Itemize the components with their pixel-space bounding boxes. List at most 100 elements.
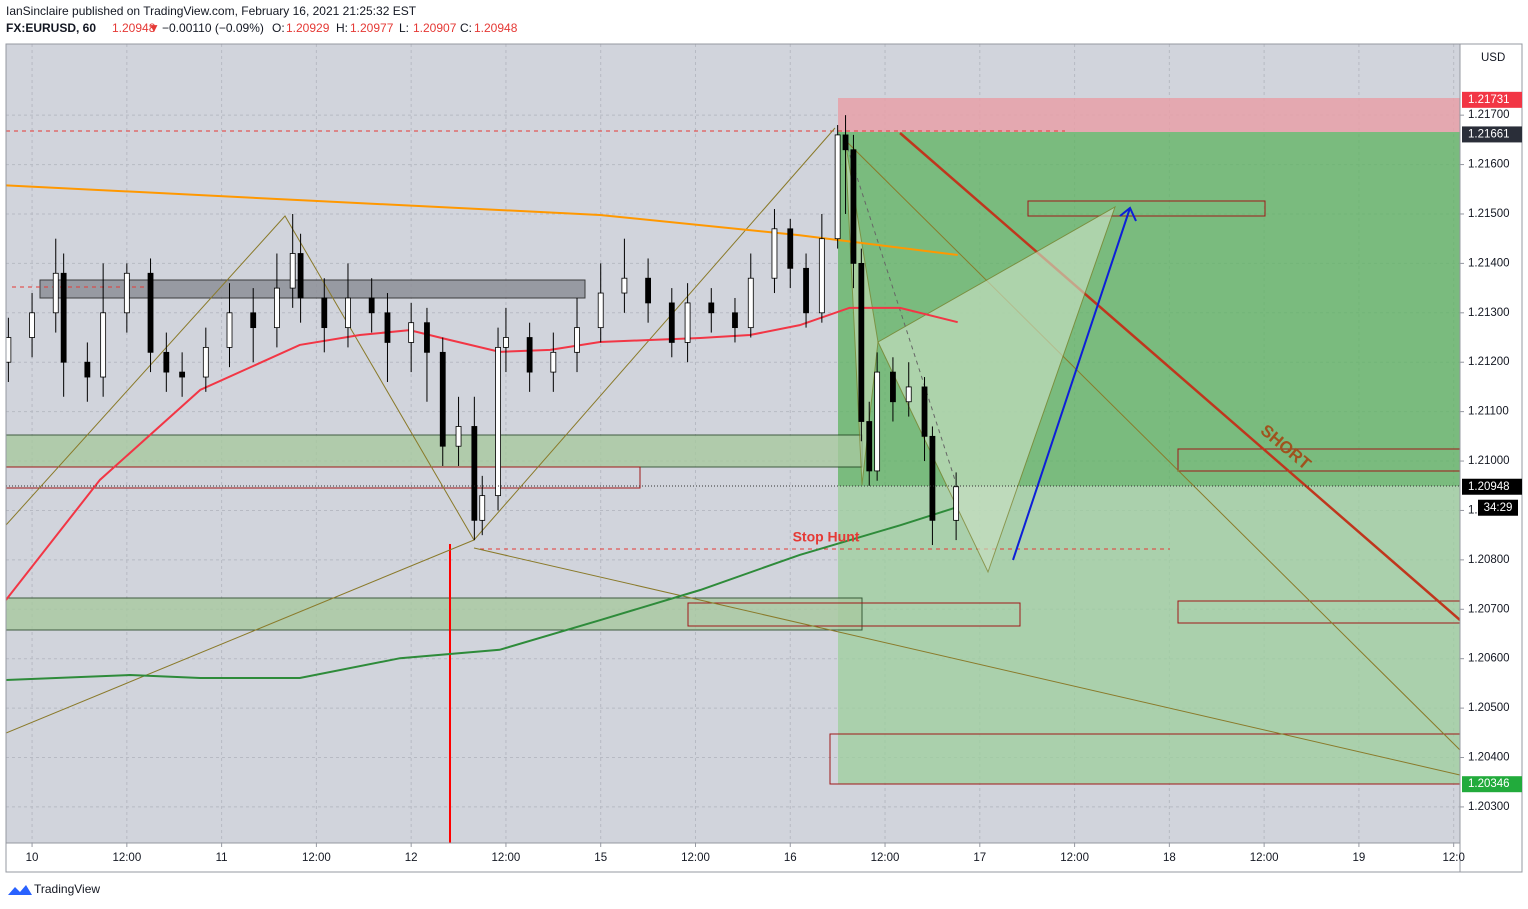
x-tick-label: 17 — [973, 852, 986, 864]
y-tick-label: 1.20800 — [1468, 554, 1510, 566]
y-tick-label: 1.20600 — [1468, 653, 1510, 665]
target-arrow — [1012, 206, 1137, 561]
y-tick-label: 1.21100 — [1468, 406, 1509, 418]
x-tick-label: 12:00 — [1250, 852, 1279, 864]
candle-body — [60, 272, 67, 363]
candle-body — [866, 421, 873, 472]
candle-body — [621, 277, 628, 294]
candle-body — [345, 297, 351, 329]
price-marker-label: 1.21661 — [1468, 128, 1510, 140]
x-tick-label: 15 — [594, 852, 607, 864]
candle-body — [100, 312, 107, 378]
candle-body — [52, 272, 59, 314]
moving-average — [6, 507, 955, 681]
candle-body — [163, 351, 170, 373]
x-tick-label: 12:00 — [681, 852, 710, 864]
target-zone-extended — [838, 486, 1460, 784]
candle-body — [574, 327, 580, 353]
price-marker — [1462, 478, 1522, 495]
ohlc-value: 1.20948 — [474, 21, 518, 35]
candle-body — [455, 426, 462, 447]
candles — [6, 115, 960, 546]
stop-hunt-label: Stop Hunt — [793, 529, 860, 545]
y-tick-label: 1.21700 — [1468, 109, 1510, 121]
x-tick-label: 18 — [1163, 852, 1176, 864]
x-tick-label: 12 — [405, 852, 418, 864]
candle-body — [747, 277, 754, 329]
ohlc-key: L: — [399, 21, 409, 35]
ohlc-value: 1.20929 — [286, 21, 330, 35]
y-tick-label: 1.21600 — [1468, 159, 1510, 171]
candle-body — [321, 297, 328, 329]
candle-body — [439, 351, 446, 447]
price-marker-label: 1.21731 — [1468, 94, 1510, 106]
candle-body — [179, 371, 186, 378]
x-tick-label: 10 — [26, 852, 39, 864]
x-tick-label: 12:00 — [302, 852, 331, 864]
axes: 1.20300 1.20400 1.20500 1.20600 1.20700 1.208… — [26, 91, 1522, 864]
candle-body — [273, 287, 280, 329]
candle-body — [495, 346, 501, 497]
y-tick-label: 1.21300 — [1468, 307, 1510, 319]
candle-body — [550, 351, 557, 373]
candle-body — [953, 486, 960, 521]
x-tick-label: 16 — [784, 852, 797, 864]
candle-body — [818, 238, 825, 314]
y-tick-label: 1.20700 — [1468, 603, 1510, 615]
countdown-box — [1478, 499, 1518, 516]
x-tick-label: 12:00 — [112, 852, 141, 864]
ohlc-key: O: — [272, 21, 285, 35]
candle-body — [803, 267, 809, 314]
footer: TradingView — [34, 882, 100, 896]
ohlc-key: C: — [460, 21, 472, 35]
candle-body — [84, 361, 91, 378]
x-tick-label: 12:00 — [492, 852, 521, 864]
stop-zone — [838, 98, 1460, 132]
candle-body — [6, 337, 12, 363]
countdown: 34:29 — [1484, 502, 1513, 514]
candle-body — [297, 253, 304, 299]
candle-body — [289, 253, 296, 289]
resistance-box — [39, 279, 586, 299]
last-price: 1.20948 — [112, 21, 156, 35]
trend-line — [899, 132, 1460, 621]
price-marker-label: 1.20948 — [1468, 481, 1510, 493]
price-marker-label: 1.20346 — [1468, 778, 1510, 790]
ohlc-key: H: — [336, 21, 348, 35]
change: −0.00110 (−0.09%) — [162, 21, 264, 35]
y-tick-label: 1.20300 — [1468, 801, 1510, 813]
candle-body — [858, 262, 865, 422]
symbol: FX:EURUSD, 60 — [6, 21, 96, 35]
candle-body — [479, 495, 486, 521]
candle-body — [368, 297, 375, 314]
candle-body — [526, 337, 533, 373]
candle-body — [834, 134, 841, 240]
x-tick-label: 12:00 — [1060, 852, 1089, 864]
candle-body — [842, 134, 849, 151]
ohlc-value: 1.20977 — [350, 21, 394, 35]
change-arrow: ▼ — [148, 21, 160, 35]
x-tick-label: 11 — [216, 852, 228, 864]
x-tick-label: 12:0 — [1442, 852, 1464, 864]
candle-body — [384, 312, 391, 343]
price-marker — [1462, 776, 1522, 793]
candle-body — [123, 272, 130, 314]
candle-body — [645, 277, 651, 304]
candle-body — [905, 386, 912, 403]
candle-body — [684, 302, 691, 343]
candle-body — [597, 292, 604, 329]
candle-body — [929, 435, 936, 521]
y-tick-label: 1.21000 — [1468, 455, 1510, 467]
moving-average — [6, 306, 958, 601]
currency-label: USD — [1481, 52, 1505, 64]
candle-body — [250, 312, 257, 329]
y-tick-label: 1.21500 — [1468, 208, 1510, 220]
candle-body — [202, 346, 209, 378]
candle-body — [408, 322, 415, 343]
y-tick-label: 1.20400 — [1468, 752, 1510, 764]
candle-body — [850, 149, 857, 264]
price-marker — [1462, 126, 1522, 143]
frame — [5, 43, 1523, 873]
y-tick-label: 1.20500 — [1468, 702, 1510, 714]
